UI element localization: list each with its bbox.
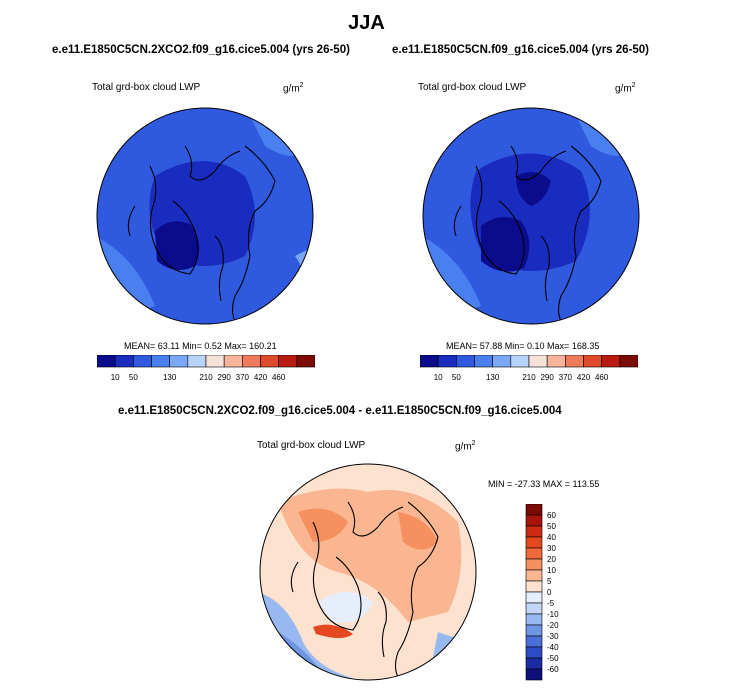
colorbar-box [510,355,530,368]
colorbar-tick-label: -30 [547,632,559,641]
colorbar-tick-label: 20 [547,555,556,564]
panel1-variable-label: Total grd-box cloud LWP [92,82,201,93]
difference-strong-warm-nw [298,508,348,542]
colorbar-tick-label: -5 [547,599,555,608]
colorbar-box [296,355,315,368]
colorbar-box [525,668,543,681]
colorbar-box [525,646,543,659]
colorbar-tick-label: -60 [547,665,559,674]
colorbar-box [420,355,439,368]
colorbar-box [525,514,543,527]
colorbar-box [437,355,457,368]
colorbar-box [114,355,134,368]
difference-near-zero-region [318,592,373,623]
difference-title: e.e11.E1850C5CN.2XCO2.f09_g16.cice5.004 … [118,405,562,417]
colorbar-box [169,355,189,368]
colorbar-box [474,355,493,368]
colorbar-tick-label: 0 [547,588,552,597]
panel2-units: g/m2 [615,82,636,95]
panel2-colorbar: 10 50 130 210 290 370 420 460 [420,355,638,382]
colorbar-box [583,355,602,368]
colorbar-box [151,355,170,368]
panel1-polar-map [96,107,314,325]
colorbar-box [546,355,566,368]
colorbar-tick-label: 40 [547,533,556,542]
panel1-map-border [96,107,314,325]
colorbar-tick-label: 50 [452,373,461,382]
colorbar-tick-label: 370 [559,373,573,382]
colorbar-box [525,635,543,648]
colorbar-tick-label: -20 [547,621,559,630]
colorbar-tick-label: 460 [272,373,286,382]
colorbar-box [525,569,543,582]
panel1-colorbar: 10 50 130 210 290 370 420 460 [97,355,315,382]
colorbar-box [525,536,543,549]
colorbar-box [525,657,543,670]
colorbar-tick-label: 290 [217,373,231,382]
colorbar-box [601,355,621,368]
colorbar-box [528,355,548,368]
colorbar-tick-label: 10 [434,373,443,382]
colorbar-box [525,547,543,560]
difference-max-warm-strip [313,624,353,638]
colorbar-tick-label: 420 [254,373,268,382]
colorbar-tick-label: 290 [540,373,554,382]
panel1-run-title: e.e11.E1850C5CN.2XCO2.f09_g16.cice5.004 … [52,44,350,56]
colorbar-box [223,355,243,368]
difference-stats: MIN = -27.33 MAX = 113.55 [488,479,600,489]
colorbar-box [525,580,543,593]
panel1-units: g/m2 [283,82,304,95]
colorbar-box [525,613,543,626]
colorbar-box [525,558,543,571]
colorbar-box [187,355,207,368]
colorbar-box [525,504,543,516]
colorbar-box [492,355,512,368]
colorbar-tick-label: 460 [595,373,609,382]
colorbar-tick-label: 50 [547,522,556,531]
panel2-run-title: e.e11.E1850C5CN.f09_g16.cice5.004 (yrs 2… [392,44,650,56]
colorbar-box [456,355,475,368]
panel2-map-border [422,107,640,325]
panel1-stats: MEAN= 63.11 Min= 0.52 Max= 160.21 [124,341,277,351]
difference-variable-label: Total grd-box cloud LWP [257,440,366,451]
difference-map-border [259,463,477,681]
panel2-greenland-low [481,217,530,272]
colorbar-box [242,355,261,368]
colorbar-tick-label: 130 [486,373,500,382]
difference-polar-map [259,463,477,681]
colorbar-box [260,355,279,368]
panel2-variable-label: Total grd-box cloud LWP [418,82,527,93]
colorbar-box [133,355,152,368]
colorbar-tick-label: 10 [547,566,556,575]
colorbar-tick-label: -50 [547,654,559,663]
main-title: JJA [348,12,385,34]
colorbar-tick-label: -40 [547,643,559,652]
difference-units: g/m2 [455,440,476,453]
colorbar-box [525,602,543,615]
colorbar-tick-label: 5 [547,577,552,586]
colorbar-box [525,525,543,538]
colorbar-tick-label: 420 [577,373,591,382]
colorbar-box [565,355,584,368]
panel2-polar-map [422,107,640,325]
colorbar-tick-label: 60 [547,511,556,520]
colorbar-tick-label: -10 [547,610,559,619]
panel1-greenland-low [155,221,199,270]
colorbar-tick-label: 210 [522,373,536,382]
colorbar-box [525,591,543,604]
colorbar-box [619,355,638,368]
colorbar-tick-label: 370 [236,373,250,382]
colorbar-box [525,624,543,637]
colorbar-tick-label: 10 [111,373,120,382]
difference-strong-warm-ne [398,512,438,550]
colorbar-tick-label: 50 [129,373,138,382]
colorbar-box [278,355,298,368]
colorbar-box [205,355,225,368]
colorbar-box [97,355,116,368]
colorbar-tick-label: 30 [547,544,556,553]
colorbar-tick-label: 210 [199,373,213,382]
colorbar-tick-label: 130 [163,373,177,382]
panel2-stats: MEAN= 57.88 Min= 0.10 Max= 168.35 [446,341,600,351]
